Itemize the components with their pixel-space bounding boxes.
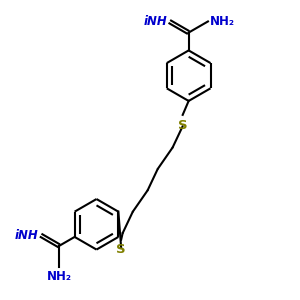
Text: iNH: iNH	[14, 229, 38, 242]
Text: S: S	[116, 243, 126, 256]
Text: NH₂: NH₂	[47, 270, 72, 283]
Text: iNH: iNH	[143, 15, 167, 28]
Text: S: S	[178, 119, 188, 132]
Text: NH₂: NH₂	[210, 15, 235, 28]
